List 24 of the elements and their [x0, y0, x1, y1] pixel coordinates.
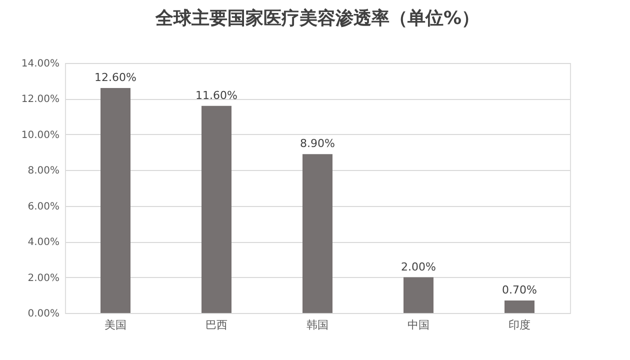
x-tick-label: 印度: [508, 318, 530, 332]
data-label: 12.60%: [94, 71, 136, 84]
x-tick-label: 韩国: [306, 318, 328, 332]
y-tick-label: 10.00%: [21, 130, 60, 141]
x-tick-label: 中国: [408, 318, 430, 332]
y-tick-label: 12.00%: [21, 94, 60, 106]
y-tick-label: 4.00%: [28, 237, 60, 248]
y-tick-label: 6.00%: [28, 201, 60, 212]
data-label: 8.90%: [300, 137, 335, 150]
x-tick-label: 美国: [104, 318, 126, 332]
data-label: 2.00%: [401, 260, 436, 274]
bar: [404, 277, 434, 313]
data-label: 0.70%: [502, 284, 537, 296]
y-tick-label: 14.00%: [21, 58, 60, 70]
bar: [202, 106, 232, 313]
bar: [100, 88, 130, 313]
chart-title: 全球主要国家医疗美容渗透率（单位%）: [154, 8, 480, 29]
y-tick-label: 2.00%: [28, 272, 60, 284]
bar: [302, 154, 332, 313]
y-tick-label: 8.00%: [28, 166, 60, 177]
x-tick-label: 巴西: [206, 318, 228, 332]
bar: [504, 300, 534, 313]
y-tick-label: 0.00%: [28, 308, 60, 320]
data-label: 11.60%: [196, 88, 238, 102]
